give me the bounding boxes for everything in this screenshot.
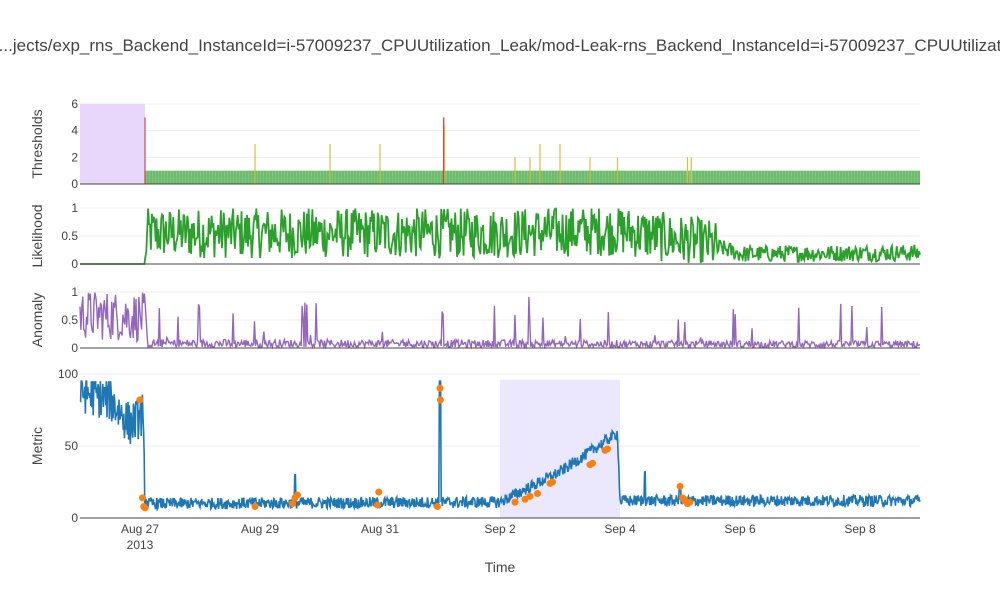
y-axis-title: Anomaly bbox=[29, 293, 45, 347]
anomaly-point bbox=[534, 490, 541, 498]
y-tick-label: 50 bbox=[65, 439, 79, 453]
x-tick-label: Sep 8 bbox=[844, 522, 876, 536]
x-tick-label: Aug 27 bbox=[121, 522, 159, 536]
y-axis-title: Metric bbox=[29, 427, 45, 465]
anomaly-point bbox=[136, 396, 144, 404]
y-tick-label: 0.5 bbox=[61, 313, 78, 327]
y-tick-label: 6 bbox=[71, 97, 78, 111]
anomaly-point bbox=[686, 498, 694, 506]
y-tick-label: 0 bbox=[71, 511, 78, 525]
y-tick-label: 0.5 bbox=[61, 229, 78, 243]
y-axis-title: Likelihood bbox=[29, 204, 45, 267]
y-tick-label: 1 bbox=[71, 201, 78, 215]
x-tick-sublabel: 2013 bbox=[127, 538, 154, 552]
y-tick-label: 100 bbox=[58, 367, 78, 381]
anomaly-point bbox=[374, 501, 381, 509]
x-tick-label: Aug 31 bbox=[361, 522, 399, 536]
chart-title: ...jects/exp_rns_Backend_InstanceId=i-57… bbox=[0, 36, 1000, 55]
anomaly-point bbox=[604, 445, 611, 453]
y-tick-label: 2 bbox=[71, 150, 78, 164]
anomaly-point bbox=[436, 384, 444, 392]
y-tick-label: 0 bbox=[71, 177, 78, 191]
anomaly-point bbox=[549, 478, 556, 486]
anomaly-point bbox=[139, 494, 146, 502]
metric-line bbox=[79, 380, 921, 513]
y-tick-label: 0 bbox=[71, 257, 78, 271]
x-tick-label: Aug 29 bbox=[241, 522, 279, 536]
anomaly-point bbox=[294, 491, 301, 499]
anomaly-point bbox=[251, 502, 259, 510]
anomaly-point bbox=[511, 498, 519, 506]
threshold-band bbox=[145, 170, 920, 184]
x-tick-label: Sep 2 bbox=[484, 522, 516, 536]
y-tick-label: 0 bbox=[71, 341, 78, 355]
anomaly-point bbox=[141, 504, 149, 512]
y-tick-label: 1 bbox=[71, 285, 78, 299]
x-tick-label: Sep 6 bbox=[724, 522, 756, 536]
anomaly-point bbox=[676, 482, 684, 490]
x-tick-label: Sep 4 bbox=[604, 522, 636, 536]
likelihood-line bbox=[80, 207, 921, 265]
y-tick-label: 4 bbox=[71, 124, 78, 138]
anomaly-point bbox=[375, 488, 383, 496]
anomaly-point bbox=[436, 396, 444, 404]
anomaly-point bbox=[289, 500, 296, 508]
x-axis-title: Time bbox=[485, 559, 516, 575]
anomaly-point bbox=[589, 459, 596, 467]
anomaly-point bbox=[434, 502, 441, 510]
probation-region bbox=[80, 104, 145, 184]
anomaly-point bbox=[526, 492, 534, 500]
y-axis-title: Thresholds bbox=[29, 109, 45, 178]
anomaly-line bbox=[79, 292, 921, 350]
